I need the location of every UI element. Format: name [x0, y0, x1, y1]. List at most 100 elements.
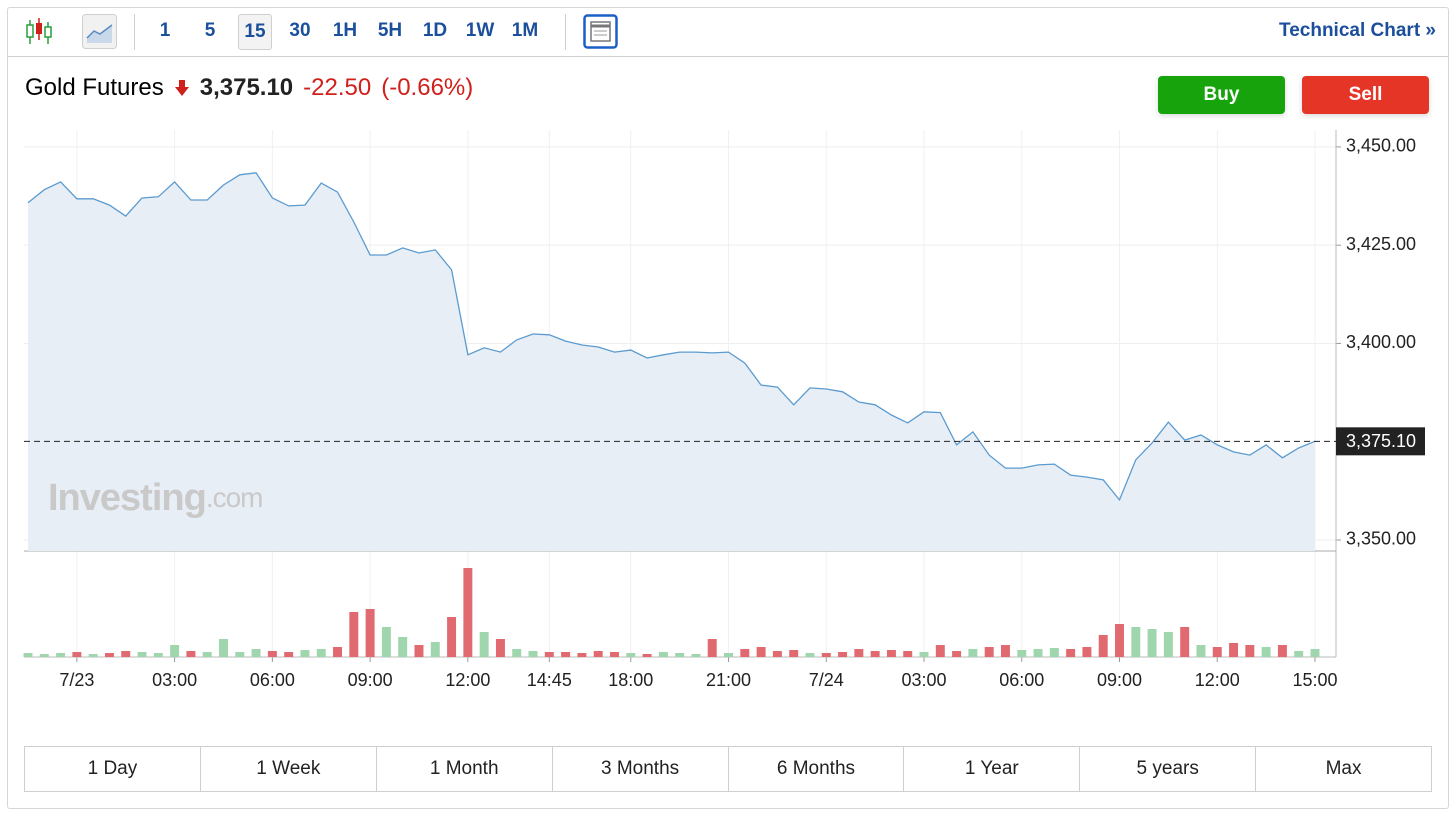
- y-tick-label: 3,350.00: [1346, 529, 1416, 549]
- volume-bar: [316, 649, 326, 657]
- x-tick-label: 14:45: [527, 670, 572, 690]
- volume-bar: [919, 652, 929, 657]
- volume-bar: [381, 627, 391, 657]
- last-price-label: 3,375.10: [1346, 431, 1416, 451]
- quote-header: Gold Futures 3,375.10 -22.50 (-0.66%): [25, 74, 473, 102]
- volume-bar: [72, 652, 82, 657]
- volume-bar: [1017, 650, 1027, 657]
- chart: 3,350.00 3,400.00 3,425.00 3,450.00 7/23 03:0…: [23, 130, 1425, 690]
- volume-bar: [186, 651, 196, 657]
- volume-bar: [1277, 645, 1287, 657]
- volume-bar: [658, 652, 668, 657]
- range-button[interactable]: 3 Months: [553, 747, 729, 791]
- volume-bar: [838, 652, 848, 657]
- x-tick-label: 15:00: [1292, 670, 1337, 690]
- x-tick-label: 12:00: [1195, 670, 1240, 690]
- volume-bar: [219, 639, 228, 657]
- volume-bar: [903, 651, 913, 657]
- volume-bar: [691, 654, 701, 657]
- interval-button[interactable]: 15: [238, 14, 272, 50]
- interval-button[interactable]: 5H: [377, 20, 403, 41]
- volume-bar: [251, 649, 261, 657]
- watermark: Investing.com: [48, 477, 263, 519]
- volume-bar: [886, 650, 896, 657]
- x-tick-label: 06:00: [250, 670, 295, 690]
- volume-bar: [463, 568, 473, 657]
- volume-bar: [447, 617, 457, 657]
- volume-bar: [544, 652, 554, 657]
- line-chart-icon[interactable]: [82, 14, 117, 49]
- volume-bar: [479, 632, 489, 657]
- price-change: -22.50: [303, 74, 372, 101]
- volume-bar: [1033, 649, 1043, 657]
- buy-button[interactable]: Buy: [1158, 76, 1285, 114]
- widget-frame: [7, 7, 1449, 809]
- last-price: 3,375.10: [199, 74, 294, 101]
- volume-bar: [267, 651, 277, 657]
- range-button[interactable]: 1 Year: [904, 747, 1081, 791]
- volume-bar: [398, 637, 408, 657]
- volume-bar: [137, 652, 147, 657]
- volume-bar: [935, 645, 945, 657]
- range-selector: 1 Day 1 Week 1 Month 3 Months 6 Months 1 Year…: [24, 746, 1432, 792]
- price-line: [27, 172, 1316, 502]
- volume-bar: [968, 649, 978, 657]
- volume-bar: [333, 647, 343, 657]
- interval-button[interactable]: 1: [159, 20, 171, 41]
- volume-bar: [675, 653, 685, 657]
- volume-bar: [1147, 629, 1157, 657]
- volume-bar: [365, 609, 375, 657]
- range-button[interactable]: 6 Months: [729, 747, 905, 791]
- volume-bar: [854, 649, 864, 657]
- volume-bar: [610, 652, 619, 657]
- price-change-percent: (-0.66%): [381, 74, 474, 101]
- x-tick-label: 03:00: [901, 670, 946, 690]
- range-button[interactable]: 1 Day: [25, 747, 201, 791]
- volume-bar: [561, 652, 571, 657]
- x-tick-label: 7/24: [809, 670, 844, 690]
- range-button[interactable]: 1 Month: [377, 747, 553, 791]
- price-area: [28, 172, 1315, 552]
- range-button[interactable]: Max: [1325, 758, 1362, 779]
- separator: [565, 14, 566, 50]
- candlestick-icon[interactable]: [24, 16, 54, 48]
- interval-button[interactable]: 1D: [422, 20, 448, 41]
- volume-bar: [805, 653, 815, 657]
- x-tick-label: 21:00: [706, 670, 751, 690]
- interval-button[interactable]: 5: [204, 20, 216, 41]
- volume-bar: [104, 653, 114, 657]
- volume-bar: [1115, 624, 1124, 657]
- volume-bar: [1066, 649, 1076, 657]
- x-tick-label: 18:00: [608, 670, 653, 690]
- interval-button[interactable]: 1W: [465, 20, 495, 41]
- volume-bar: [495, 639, 505, 657]
- volume-bar: [984, 647, 994, 657]
- instrument-name: Gold Futures: [25, 74, 164, 101]
- volume-bar: [772, 651, 782, 657]
- technical-chart-link[interactable]: Technical Chart »: [1279, 20, 1436, 41]
- volume-bar: [756, 647, 766, 657]
- x-tick-label: 03:00: [152, 670, 197, 690]
- y-tick-label: 3,450.00: [1346, 136, 1416, 156]
- volume-bar: [88, 654, 98, 657]
- volume-bar: [789, 650, 799, 657]
- interval-button[interactable]: 1H: [332, 20, 358, 41]
- volume-bar: [1212, 647, 1222, 657]
- volume-bar: [56, 653, 66, 657]
- x-tick-label: 06:00: [999, 670, 1044, 690]
- volume-bar: [512, 649, 522, 657]
- watermark-brand: Investing: [48, 477, 206, 519]
- range-button[interactable]: 1 Week: [201, 747, 377, 791]
- range-button[interactable]: 5 years: [1080, 747, 1257, 791]
- volume-bar: [284, 652, 294, 657]
- volume-bar: [202, 652, 212, 657]
- volume-bar: [528, 651, 538, 657]
- interval-button[interactable]: 30: [289, 20, 311, 41]
- volume-bar: [1180, 627, 1190, 657]
- layout-icon[interactable]: [583, 14, 618, 49]
- interval-button[interactable]: 1M: [511, 20, 539, 41]
- volume-bar: [1098, 635, 1108, 657]
- x-tick-label: 09:00: [1097, 670, 1142, 690]
- sell-button[interactable]: Sell: [1302, 76, 1429, 114]
